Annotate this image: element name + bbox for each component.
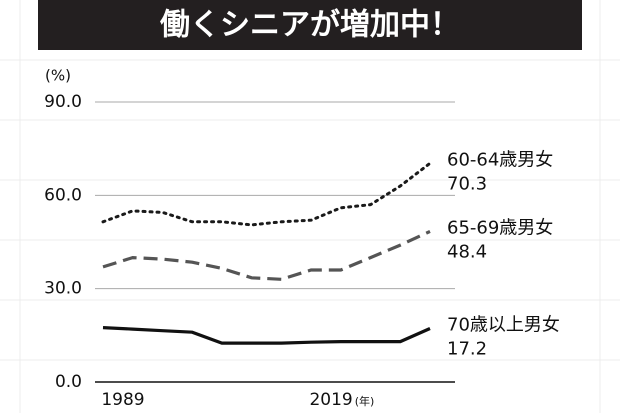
y-tick-label: 60.0 [44,185,82,205]
chart-title: 働くシニアが増加中！ [159,8,460,43]
x-unit-label: (年) [355,394,375,408]
y-tick-label: 30.0 [44,279,82,299]
series-name: 70歳以上男女 [447,314,560,335]
x-tick-label: 2019 [309,390,352,410]
series-name: 65-69歳男女 [447,217,553,238]
series-end-label: 17.2 [447,338,487,359]
series-line [102,326,431,345]
y-unit-label: (%) [45,67,71,85]
x-tick-label: 1989 [101,390,144,410]
series-name: 60-64歳男女 [447,149,553,170]
y-tick-label: 0.0 [55,372,82,392]
series-line [101,161,432,227]
title-banner [38,0,582,50]
series-line [102,229,431,281]
y-tick-label: 90.0 [44,92,82,112]
series-end-label: 70.3 [447,173,487,194]
series-end-label: 48.4 [447,241,487,262]
